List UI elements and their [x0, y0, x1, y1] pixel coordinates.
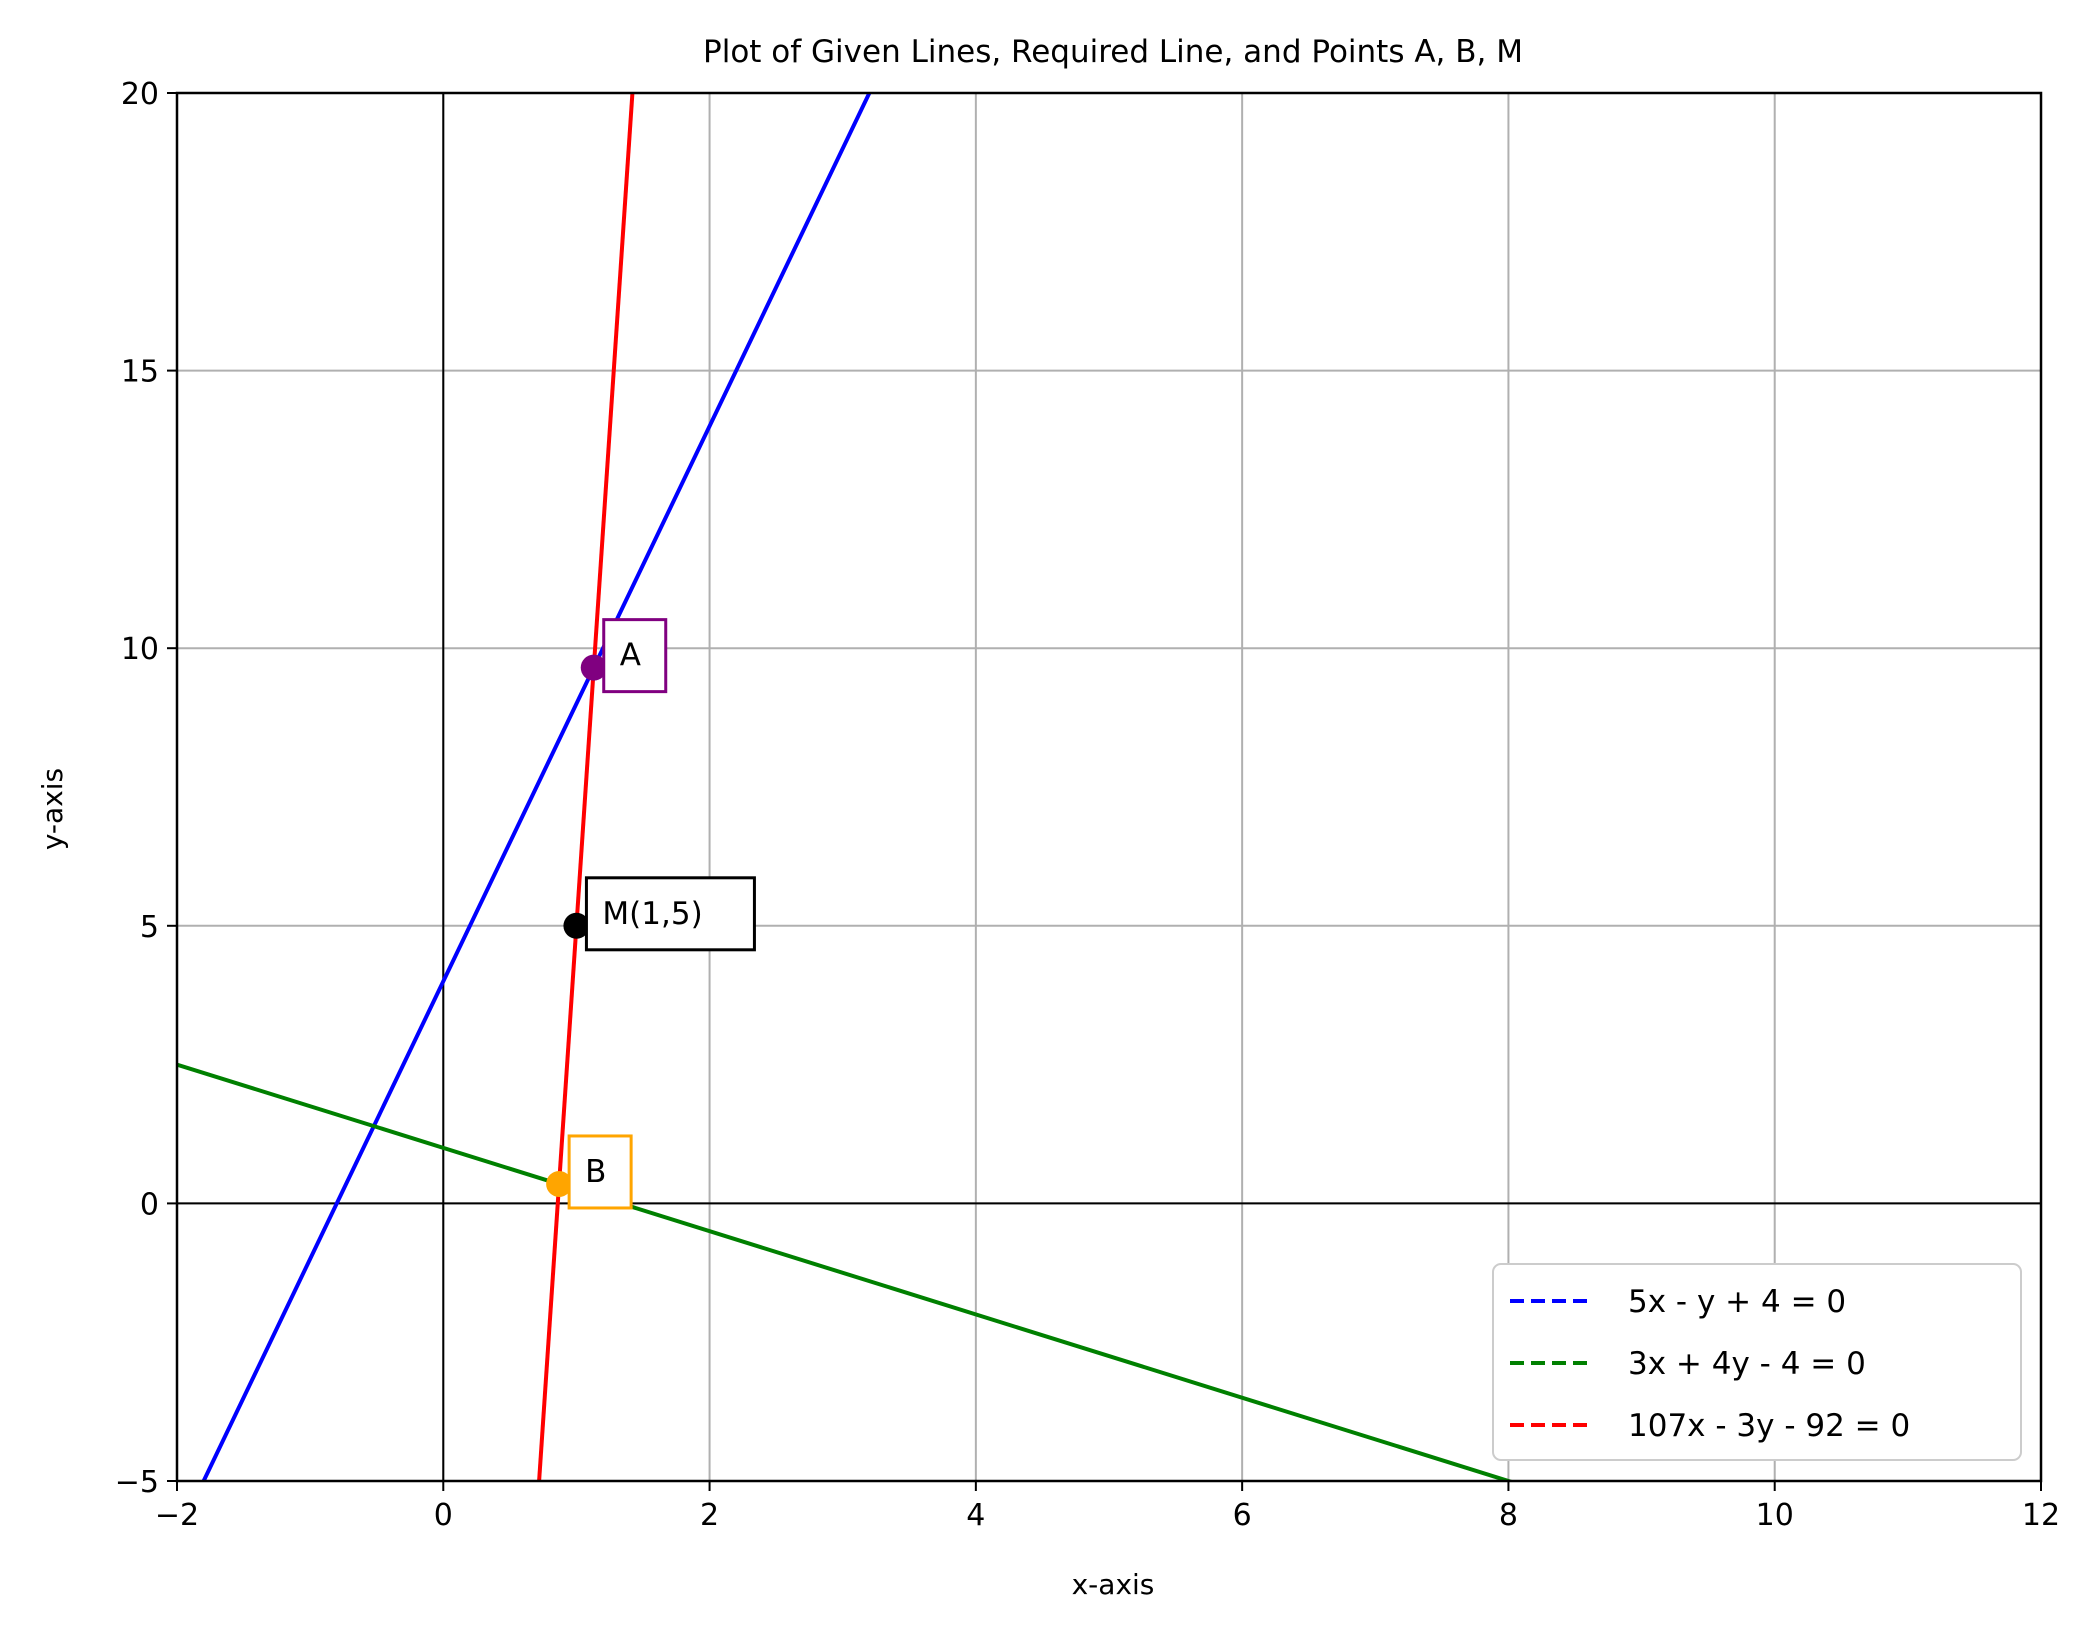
point-label-box-2 — [567, 1134, 633, 1210]
point-label-box-0 — [602, 618, 668, 694]
legend: 5x - y + 4 = 0 3x + 4y - 4 = 0 107x - 3y -… — [1492, 1263, 2022, 1461]
x-axis-label: x-axis — [1072, 1568, 1155, 1601]
series-group — [177, 93, 1516, 1481]
x-tick-label-6: 10 — [1756, 1498, 1794, 1533]
y-tick-label-3: 10 — [121, 632, 159, 667]
y-axis-label: y-axis — [36, 768, 69, 850]
point-1 — [563, 912, 590, 939]
x-tick-label-1: 0 — [434, 1498, 453, 1533]
chart-title: Plot of Given Lines, Required Line, and … — [703, 34, 1523, 70]
legend-label-1: 3x + 4y - 4 = 0 — [1628, 1346, 1866, 1382]
series-line-2 — [537, 93, 635, 1481]
x-tick-label-0: −2 — [155, 1498, 199, 1533]
y-tick-label-2: 5 — [140, 910, 159, 945]
series-line-0 — [201, 93, 872, 1481]
legend-label-0: 5x - y + 4 = 0 — [1628, 1284, 1846, 1320]
point-label-box-1 — [584, 876, 756, 952]
x-tick-label-2: 2 — [700, 1498, 719, 1533]
point-0 — [580, 654, 607, 681]
point-label-0: A — [620, 638, 641, 674]
x-tick-label-5: 8 — [1499, 1498, 1518, 1533]
y-tick-label-5: 20 — [121, 77, 159, 112]
series-line-1 — [177, 1062, 1516, 1481]
legend-box — [1492, 1263, 2022, 1461]
x-tick-label-3: 4 — [966, 1498, 985, 1533]
point-label-2: B — [585, 1154, 606, 1190]
y-tick-label-4: 15 — [121, 355, 159, 390]
x-tick-label-7: 12 — [2022, 1498, 2060, 1533]
y-tick-label-1: 0 — [140, 1187, 159, 1222]
legend-label-2: 107x - 3y - 92 = 0 — [1628, 1408, 1910, 1444]
y-tick-label-0: −5 — [115, 1465, 159, 1500]
point-label-1: M(1,5) — [602, 896, 702, 932]
point-2 — [546, 1170, 573, 1197]
x-tick-label-4: 6 — [1233, 1498, 1252, 1533]
plot-frame — [175, 91, 2043, 1483]
